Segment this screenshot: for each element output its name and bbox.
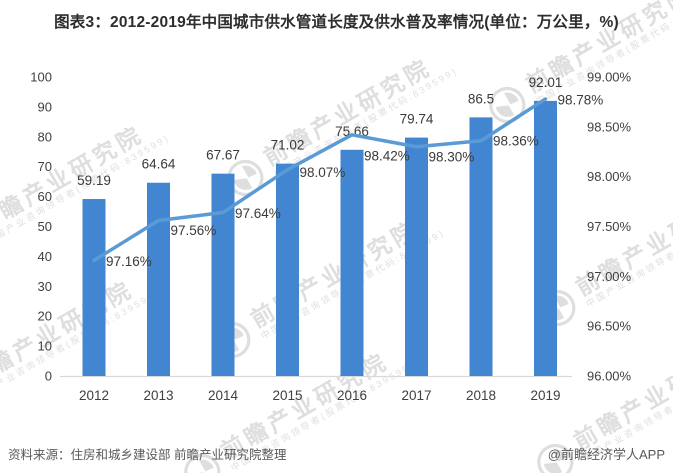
bar-label-2017: 79.74 bbox=[400, 112, 434, 127]
right-axis-tick: 96.50% bbox=[587, 319, 632, 334]
penetration-rate-line bbox=[92, 97, 548, 263]
bar-label-2018: 86.5 bbox=[468, 91, 494, 106]
line-label-2015: 98.07% bbox=[300, 165, 346, 180]
bar-label-2019: 92.01 bbox=[529, 75, 563, 90]
x-axis-label: 2019 bbox=[530, 388, 560, 403]
left-axis-tick: 40 bbox=[38, 249, 52, 264]
right-axis-tick: 97.00% bbox=[587, 269, 632, 284]
x-axis-label: 2018 bbox=[466, 388, 496, 403]
left-axis-tick: 60 bbox=[38, 189, 52, 204]
line-label-2016: 98.42% bbox=[364, 148, 410, 163]
app-credit: @前瞻经济学人APP bbox=[547, 447, 665, 462]
right-axis-tick: 97.50% bbox=[587, 219, 632, 234]
bar-2013 bbox=[147, 182, 170, 376]
bar-2014 bbox=[211, 173, 235, 376]
x-axis-label: 2015 bbox=[272, 388, 302, 403]
bar-2017 bbox=[405, 137, 428, 376]
bar-label-2015: 71.02 bbox=[271, 138, 305, 153]
bar-2016 bbox=[340, 149, 364, 376]
line-label-2018: 98.36% bbox=[493, 133, 539, 148]
bar-2012 bbox=[82, 199, 106, 376]
line-label-2014: 97.64% bbox=[235, 206, 281, 221]
left-axis-tick: 0 bbox=[45, 369, 52, 384]
right-axis-tick: 98.00% bbox=[587, 169, 632, 184]
left-axis-tick: 30 bbox=[38, 279, 52, 294]
left-axis-tick: 50 bbox=[38, 219, 52, 234]
right-axis-tick: 99.00% bbox=[587, 70, 632, 85]
right-axis-tick: 96.00% bbox=[587, 369, 632, 384]
left-axis-tick: 100 bbox=[30, 70, 52, 85]
source-note: 资料来源：住房和城乡建设部 前瞻产业研究院整理 bbox=[8, 448, 287, 462]
right-axis-tick: 98.50% bbox=[587, 119, 632, 134]
x-axis-label: 2013 bbox=[143, 388, 173, 403]
left-axis-tick: 20 bbox=[38, 309, 52, 324]
left-axis-tick: 80 bbox=[38, 129, 52, 144]
chart-title: 图表3：2012-2019年中国城市供水管道长度及供水普及率情况(单位：万公里，… bbox=[54, 14, 619, 31]
left-axis-tick: 70 bbox=[38, 159, 52, 174]
bar-label-2014: 67.67 bbox=[206, 148, 240, 163]
line-label-2012: 97.16% bbox=[106, 254, 152, 269]
line-label-2017: 98.30% bbox=[429, 149, 475, 164]
x-axis-label: 2017 bbox=[401, 388, 431, 403]
x-axis-label: 2014 bbox=[208, 388, 239, 403]
line-label-2019: 98.78% bbox=[558, 92, 604, 107]
bar-2015 bbox=[276, 163, 299, 376]
bar-label-2012: 59.19 bbox=[77, 173, 111, 188]
line-label-2013: 97.56% bbox=[171, 223, 217, 238]
left-axis-tick: 10 bbox=[38, 339, 52, 354]
bar-2018 bbox=[469, 117, 493, 377]
x-axis-label: 2016 bbox=[337, 388, 367, 403]
x-axis-label: 2012 bbox=[79, 388, 109, 403]
bar-label-2013: 64.64 bbox=[142, 157, 176, 172]
left-axis-tick: 90 bbox=[38, 99, 52, 114]
